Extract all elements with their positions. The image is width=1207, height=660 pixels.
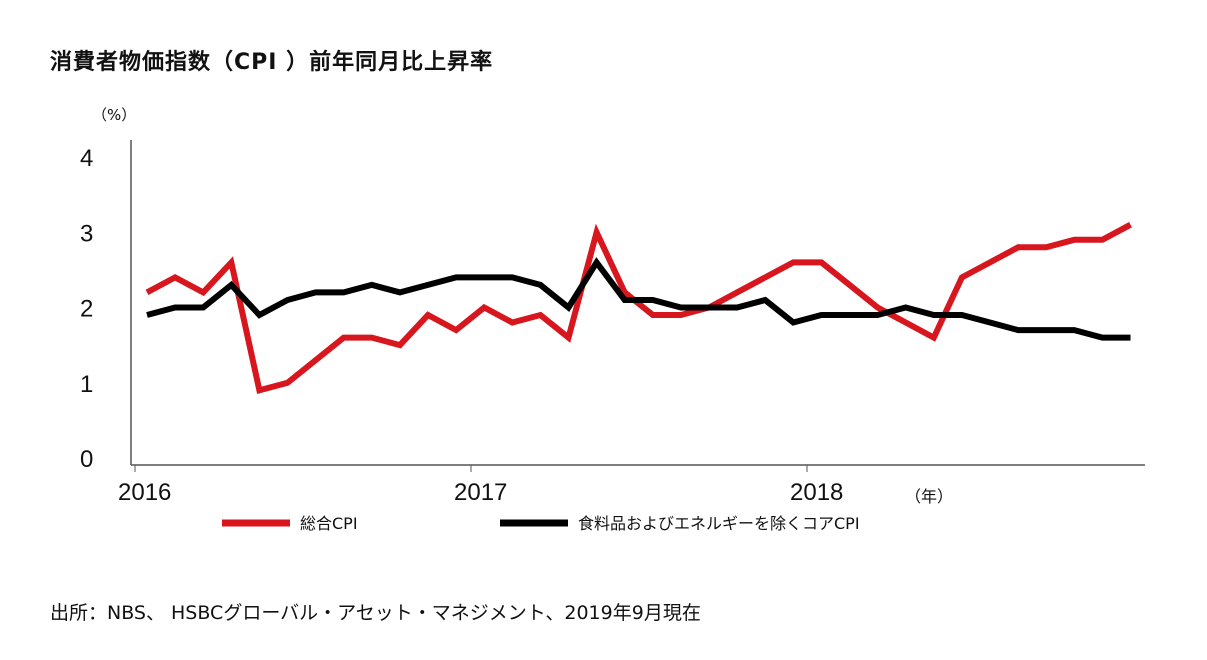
legend-label-core-cpi: 食料品およびエネルギーを除くコアCPI <box>578 514 860 533</box>
y-tick-label: 4 <box>80 145 93 172</box>
source-note: 出所：NBS、 HSBCグローバル・アセット・マネジメント、2019年9月現在 <box>50 602 701 624</box>
series-line-cpi <box>145 222 1132 395</box>
legend-label-cpi: 総合CPI <box>300 514 358 533</box>
x-axis-unit: （年） <box>905 487 953 506</box>
y-tick-label: 3 <box>80 220 93 247</box>
y-axis-unit: （%） <box>92 106 137 124</box>
y-tick-label: 2 <box>80 296 93 323</box>
x-tick-label: 2016 <box>118 479 171 506</box>
x-tick-label: 2018 <box>790 479 843 506</box>
y-tick-label: 1 <box>80 371 93 398</box>
y-tick-label: 0 <box>80 446 93 473</box>
x-tick-label: 2017 <box>454 479 507 506</box>
chart-title: 消費者物価指数（CPI ）前年同月比上昇率 <box>50 50 494 75</box>
series-line-core-cpi <box>146 257 1131 341</box>
